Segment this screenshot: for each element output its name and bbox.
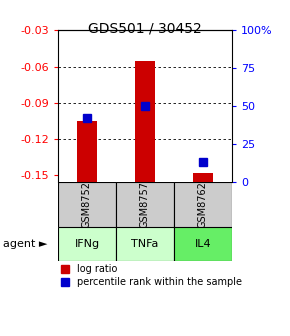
Bar [116, 227, 174, 261]
Text: GSM8762: GSM8762 [198, 181, 208, 227]
Text: IL4: IL4 [195, 239, 211, 249]
Bar [58, 227, 116, 261]
Bar [174, 227, 232, 261]
Text: agent ►: agent ► [3, 239, 47, 249]
Text: GSM8757: GSM8757 [140, 181, 150, 227]
Bar [58, 181, 116, 227]
Bar [77, 121, 97, 181]
Text: TNFa: TNFa [131, 239, 159, 249]
Bar [174, 181, 232, 227]
Text: GDS501 / 30452: GDS501 / 30452 [88, 22, 202, 36]
Text: GSM8752: GSM8752 [82, 181, 92, 227]
Bar [135, 60, 155, 181]
Bar [193, 173, 213, 181]
Bar [116, 181, 174, 227]
Text: IFNg: IFNg [75, 239, 99, 249]
Legend: log ratio, percentile rank within the sample: log ratio, percentile rank within the sa… [61, 264, 242, 287]
